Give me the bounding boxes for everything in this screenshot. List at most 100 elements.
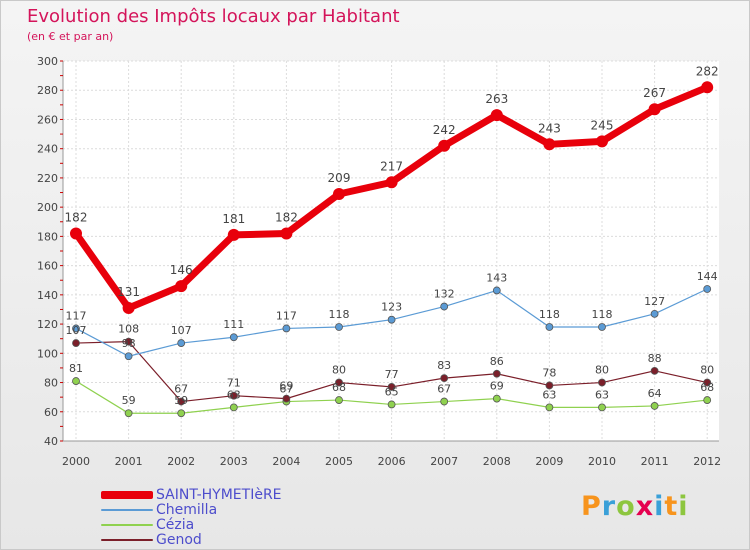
data-label-0: 146 (170, 263, 193, 277)
legend-label-genod: Genod (156, 531, 202, 548)
data-point-1 (229, 333, 238, 342)
data-label-0: 282 (696, 64, 719, 78)
data-point-2 (177, 409, 186, 418)
legend-swatch-genod (101, 538, 153, 541)
y-tick-label: 40 (44, 435, 58, 448)
x-tick-label: 2010 (588, 455, 616, 468)
legend-item-saint-hymetiere: SAINT-HYMETIèRE (101, 486, 282, 503)
logo-letter: t (664, 491, 679, 522)
y-tick-label: 100 (37, 347, 58, 360)
data-label-3: 86 (490, 355, 504, 368)
data-label-2: 68 (700, 381, 714, 394)
data-point-3 (650, 366, 659, 375)
legend-swatch-cezia (101, 523, 153, 526)
data-label-3: 83 (437, 359, 451, 372)
chart-title: Evolution des Impôts locaux par Habitant (27, 6, 400, 27)
data-point-0 (70, 227, 82, 240)
x-tick-label: 2007 (430, 455, 458, 468)
data-point-3 (545, 381, 554, 390)
logo-letter: i (678, 491, 689, 522)
data-label-1: 123 (381, 301, 402, 314)
data-point-1 (598, 323, 606, 331)
data-point-2 (72, 377, 80, 385)
data-label-2: 67 (279, 383, 293, 396)
data-point-3 (703, 378, 712, 387)
data-label-2: 63 (595, 388, 609, 401)
legend-label-chemilla: Chemilla (156, 501, 218, 518)
y-tick-label: 300 (37, 55, 58, 68)
data-point-2 (703, 396, 712, 404)
data-point-3 (177, 397, 186, 406)
data-label-1: 127 (644, 295, 665, 308)
data-point-3 (335, 378, 343, 387)
data-point-1 (124, 352, 133, 361)
data-label-2: 69 (490, 380, 504, 393)
data-label-2: 65 (385, 385, 399, 398)
data-point-0 (490, 109, 503, 122)
x-tick-label: 2000 (62, 455, 90, 468)
data-label-3: 71 (227, 377, 241, 390)
data-point-2 (387, 400, 396, 409)
data-point-2 (124, 409, 133, 418)
data-point-1 (387, 315, 396, 324)
data-point-0 (543, 138, 556, 151)
data-point-2 (492, 394, 501, 403)
data-label-1: 107 (171, 324, 192, 337)
proxiti-logo: Proxiti (581, 491, 689, 522)
data-point-0 (385, 176, 398, 189)
data-label-0: 245 (591, 118, 614, 132)
data-label-2: 68 (332, 381, 346, 394)
data-label-3: 107 (66, 324, 87, 337)
y-tick-label: 120 (37, 318, 58, 331)
data-point-2 (229, 403, 238, 412)
x-tick-label: 2002 (167, 455, 195, 468)
data-label-1: 144 (697, 270, 718, 283)
x-tick-label: 2001 (115, 455, 143, 468)
data-label-0: 182 (275, 210, 298, 224)
data-label-1: 117 (276, 309, 297, 322)
data-label-1: 98 (122, 337, 136, 350)
logo-letter: P (581, 491, 602, 522)
data-label-2: 64 (648, 387, 662, 400)
logo-letter: i (654, 491, 665, 522)
data-label-1: 143 (486, 271, 507, 284)
data-point-0 (227, 228, 240, 241)
legend-label-saint-hymetiere: SAINT-HYMETIèRE (156, 486, 282, 503)
data-label-0: 182 (65, 210, 88, 224)
data-label-0: 267 (643, 86, 666, 100)
y-tick-label: 160 (37, 260, 58, 273)
data-label-3: 108 (118, 323, 139, 336)
legend-label-cezia: Cézia (156, 516, 195, 533)
data-label-3: 80 (700, 364, 714, 377)
data-point-3 (282, 394, 291, 403)
legend-swatch-chemilla (101, 508, 153, 511)
data-label-3: 80 (595, 364, 609, 377)
data-point-1 (72, 324, 80, 333)
y-tick-label: 200 (37, 201, 58, 214)
y-tick-label: 140 (37, 289, 58, 302)
data-point-0 (122, 302, 135, 314)
plot-area (63, 61, 719, 441)
data-label-3: 69 (279, 380, 293, 393)
data-point-1 (703, 285, 712, 293)
data-label-0: 181 (222, 212, 245, 226)
data-label-3: 77 (385, 368, 399, 381)
data-label-1: 118 (539, 308, 560, 321)
data-point-1 (545, 323, 554, 331)
y-tick-label: 80 (44, 377, 58, 390)
y-tick-label: 260 (37, 113, 58, 126)
logo-letter: o (616, 491, 636, 522)
data-point-0 (438, 139, 451, 152)
data-label-1: 118 (329, 308, 350, 321)
chart-subtitle: (en € et par an) (27, 30, 114, 43)
data-point-0 (333, 188, 345, 200)
x-tick-label: 2008 (483, 455, 511, 468)
y-tick-label: 240 (37, 143, 58, 156)
x-tick-label: 2009 (535, 455, 563, 468)
x-tick-label: 2004 (272, 455, 300, 468)
data-label-1: 118 (592, 308, 613, 321)
data-label-0: 242 (433, 123, 456, 137)
data-point-3 (387, 383, 396, 391)
